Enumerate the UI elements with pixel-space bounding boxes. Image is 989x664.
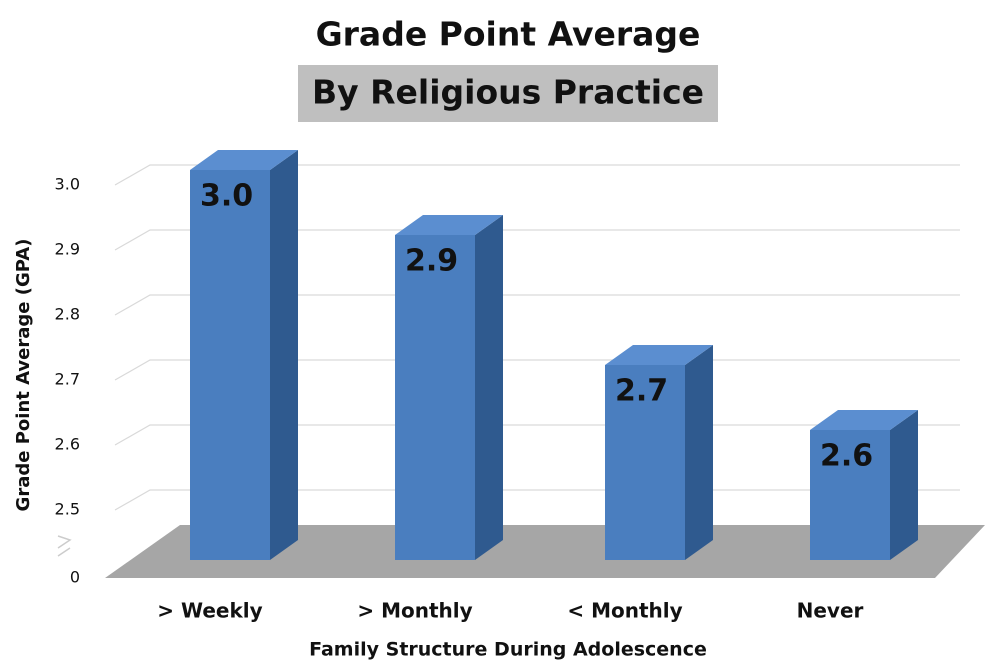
bar [190,170,270,560]
y-axis-label: Grade Point Average (GPA) [13,239,34,512]
subtitle-box [298,65,718,122]
chart-subtitle: By Religious Practice [312,73,704,112]
value-label: 3.0 [200,179,253,214]
bar-side [270,150,298,560]
grid-line [114,164,960,186]
grid-line [114,229,960,251]
bar-side [685,345,713,560]
bar-top [395,215,503,235]
y-tick-label: 2.8 [55,305,80,324]
axis-break [57,535,72,557]
x-tick-label: > Monthly [357,599,472,623]
y-tick-label: 0 [70,568,80,587]
grid-line [114,294,960,316]
y-tick-label: 2.5 [55,500,80,519]
value-label: 2.7 [615,374,668,409]
y-tick-label: 2.9 [55,240,80,259]
x-axis-label: Family Structure During Adolescence [309,639,707,661]
bar-top [190,150,298,170]
bar-side [475,215,503,560]
x-tick-label: Never [797,599,864,623]
bars: 3.0 2.9 2.7 2.6 [190,150,918,560]
bar-top [810,410,918,430]
bar-top [605,345,713,365]
value-label: 2.9 [405,244,458,279]
bar [395,235,475,560]
x-tick-label: > Weekly [157,599,262,623]
bar [605,365,685,560]
chart-title: Grade Point Average [316,15,701,54]
y-tick-label: 2.7 [55,370,80,389]
x-tick-label: < Monthly [567,599,682,623]
bar [810,430,890,560]
bar-side [890,410,918,560]
floor [105,525,985,578]
y-tick-label: 3.0 [55,175,80,194]
value-label: 2.6 [820,439,873,474]
y-tick-label: 2.6 [55,435,80,454]
